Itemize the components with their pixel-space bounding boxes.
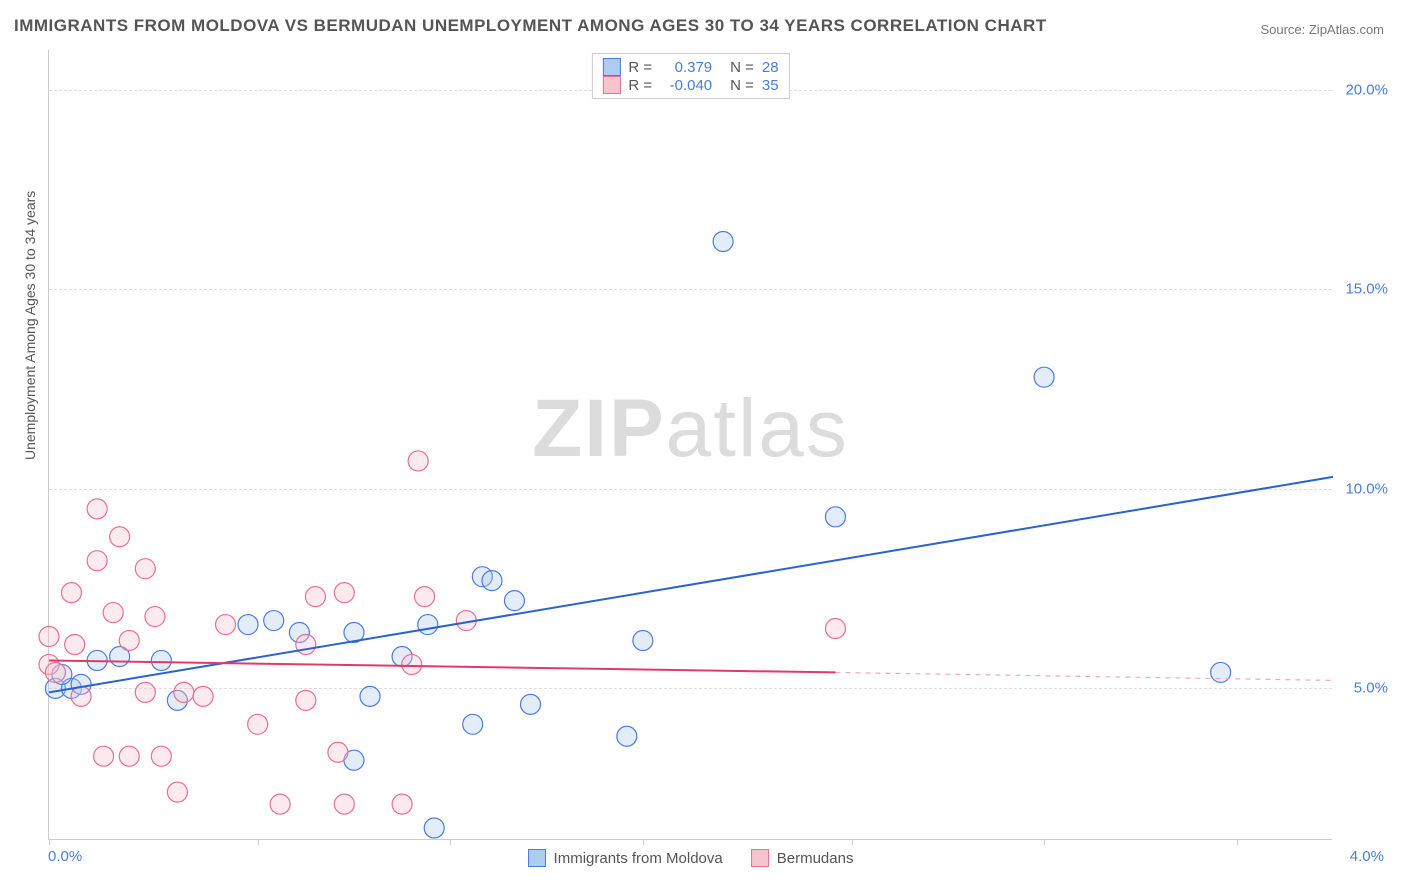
scatter-point xyxy=(360,686,380,706)
scatter-point xyxy=(167,782,187,802)
scatter-point xyxy=(248,714,268,734)
n-value: 28 xyxy=(762,59,779,76)
scatter-point xyxy=(87,499,107,519)
y-tick-label: 15.0% xyxy=(1345,281,1388,298)
r-value: -0.040 xyxy=(660,77,712,94)
scatter-point xyxy=(334,794,354,814)
legend-label: Immigrants from Moldova xyxy=(554,850,723,867)
chart-area: ZIPatlas R =0.379N =28R =-0.040N =35 Imm… xyxy=(48,50,1332,840)
scatter-point xyxy=(71,686,91,706)
scatter-point xyxy=(65,634,85,654)
trend-line-extrapolation xyxy=(835,672,1333,680)
legend-swatch xyxy=(751,849,769,867)
correlation-annotation-box: R = 0.379 N = 28 R = -0.040 N = 35 xyxy=(591,53,789,99)
legend: Immigrants from Moldova Bermudans xyxy=(528,849,854,867)
scatter-point xyxy=(424,818,444,838)
scatter-point xyxy=(94,746,114,766)
scatter-point xyxy=(119,631,139,651)
scatter-point xyxy=(305,587,325,607)
x-min-label: 0.0% xyxy=(48,848,82,865)
r-label: R = xyxy=(628,59,652,76)
scatter-point xyxy=(296,634,316,654)
scatter-point xyxy=(87,551,107,571)
chart-title: IMMIGRANTS FROM MOLDOVA VS BERMUDAN UNEM… xyxy=(14,16,1047,36)
n-value: 35 xyxy=(762,77,779,94)
scatter-point xyxy=(617,726,637,746)
x-tick xyxy=(1237,839,1238,845)
scatter-point xyxy=(145,607,165,627)
scatter-point xyxy=(238,615,258,635)
scatter-point xyxy=(521,694,541,714)
scatter-point xyxy=(328,742,348,762)
trend-line xyxy=(49,477,1333,692)
y-axis-label: Unemployment Among Ages 30 to 34 years xyxy=(22,191,38,460)
scatter-point xyxy=(825,619,845,639)
scatter-point xyxy=(151,650,171,670)
scatter-point xyxy=(174,682,194,702)
scatter-point xyxy=(463,714,483,734)
scatter-point xyxy=(119,746,139,766)
x-tick xyxy=(258,839,259,845)
scatter-point xyxy=(418,615,438,635)
legend-swatch xyxy=(602,76,620,94)
scatter-point xyxy=(415,587,435,607)
r-label: R = xyxy=(628,77,652,94)
scatter-point xyxy=(392,794,412,814)
scatter-point xyxy=(402,654,422,674)
scatter-point xyxy=(193,686,213,706)
scatter-point xyxy=(1211,662,1231,682)
y-tick-label: 20.0% xyxy=(1345,81,1388,98)
x-max-label: 4.0% xyxy=(1350,848,1384,865)
scatter-point xyxy=(270,794,290,814)
chart-container: IMMIGRANTS FROM MOLDOVA VS BERMUDAN UNEM… xyxy=(0,0,1406,892)
legend-item: Bermudans xyxy=(751,849,854,867)
scatter-point xyxy=(825,507,845,527)
scatter-point xyxy=(296,690,316,710)
n-label: N = xyxy=(730,59,754,76)
source-attribution: Source: ZipAtlas.com xyxy=(1260,22,1384,37)
scatter-point xyxy=(334,583,354,603)
x-tick xyxy=(852,839,853,845)
scatter-point xyxy=(633,631,653,651)
r-value: 0.379 xyxy=(660,59,712,76)
annotation-row: R = -0.040 N = 35 xyxy=(602,76,778,94)
scatter-point xyxy=(1034,367,1054,387)
legend-swatch xyxy=(602,58,620,76)
y-tick-label: 5.0% xyxy=(1354,680,1388,697)
scatter-point xyxy=(45,662,65,682)
scatter-plot-svg xyxy=(49,50,1332,839)
scatter-point xyxy=(408,451,428,471)
x-tick xyxy=(450,839,451,845)
n-label: N = xyxy=(730,77,754,94)
scatter-point xyxy=(151,746,171,766)
scatter-point xyxy=(39,627,59,647)
scatter-point xyxy=(713,232,733,252)
legend-label: Bermudans xyxy=(777,850,854,867)
scatter-point xyxy=(504,591,524,611)
annotation-row: R = 0.379 N = 28 xyxy=(602,58,778,76)
x-tick xyxy=(643,839,644,845)
scatter-point xyxy=(110,527,130,547)
scatter-point xyxy=(61,583,81,603)
scatter-point xyxy=(264,611,284,631)
legend-item: Immigrants from Moldova xyxy=(528,849,723,867)
scatter-point xyxy=(103,603,123,623)
legend-swatch xyxy=(528,849,546,867)
scatter-point xyxy=(135,682,155,702)
scatter-point xyxy=(482,571,502,591)
x-tick xyxy=(49,839,50,845)
scatter-point xyxy=(135,559,155,579)
x-tick xyxy=(1044,839,1045,845)
scatter-point xyxy=(216,615,236,635)
y-tick-label: 10.0% xyxy=(1345,480,1388,497)
